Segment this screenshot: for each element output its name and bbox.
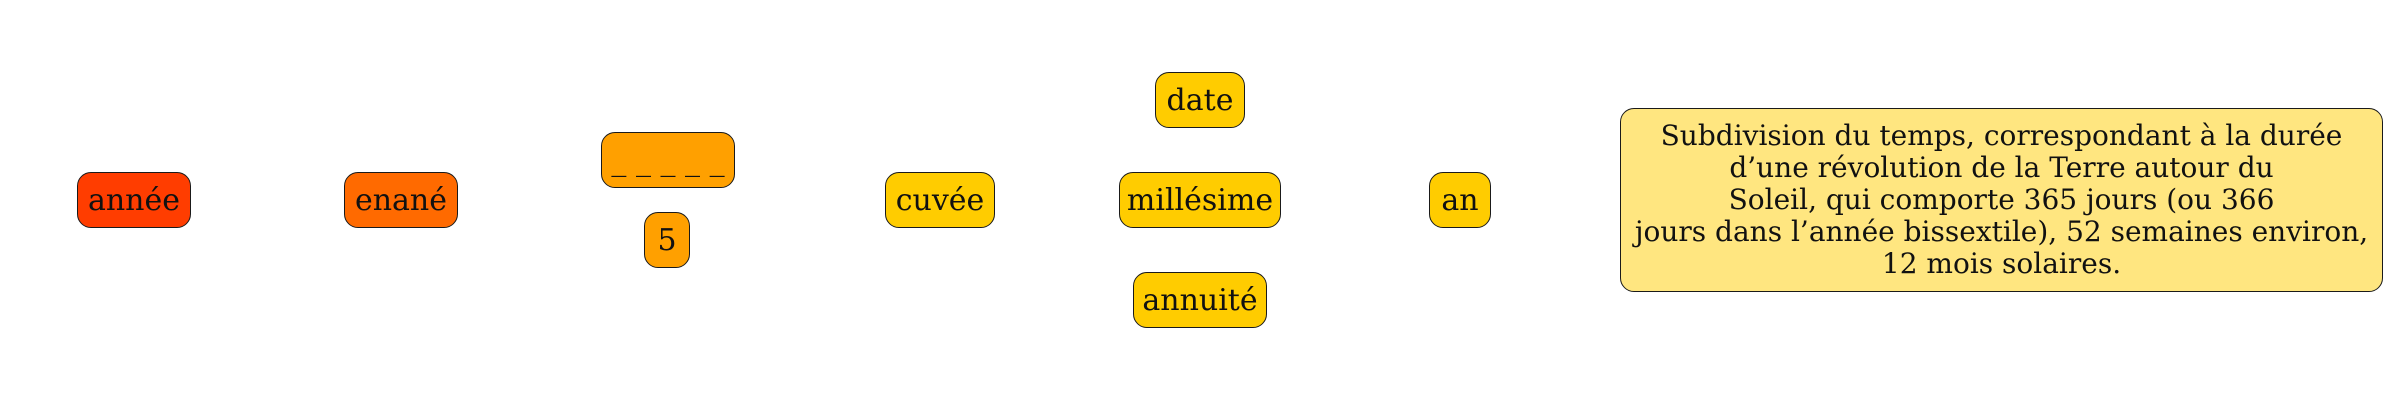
definition-line-3: Soleil, qui comporte 365 jours (ou 366	[1728, 183, 2275, 216]
node-an: an	[1429, 172, 1491, 228]
node-millesime: millésime	[1119, 172, 1281, 228]
node-date: date	[1155, 72, 1245, 128]
node-blank-word: _ _ _ _ _	[601, 132, 735, 188]
node-cuvee: cuvée	[885, 172, 995, 228]
node-letter-count-label: 5	[657, 222, 677, 258]
definition-box: Subdivision du temps, correspondant à la…	[1620, 108, 2383, 292]
node-millesime-label: millésime	[1126, 182, 1274, 218]
definition-line-4: jours dans l’année bissextile), 52 semai…	[1634, 215, 2369, 248]
definition-line-5: 12 mois solaires.	[1881, 247, 2122, 280]
node-date-label: date	[1166, 82, 1234, 118]
node-enane-label: enané	[354, 182, 448, 218]
definition-line-2: d’une révolution de la Terre autour du	[1729, 151, 2274, 184]
node-annee-label: année	[87, 182, 181, 218]
node-annee: année	[77, 172, 191, 228]
definition-line-1: Subdivision du temps, correspondant à la…	[1660, 119, 2343, 152]
node-annuite: annuité	[1133, 272, 1267, 328]
node-annuite-label: annuité	[1142, 282, 1258, 318]
node-enane: enané	[344, 172, 458, 228]
node-cuvee-label: cuvée	[895, 182, 985, 218]
node-letter-count: 5	[644, 212, 690, 268]
node-blank-word-label: _ _ _ _ _	[611, 142, 725, 178]
node-an-label: an	[1441, 182, 1479, 218]
